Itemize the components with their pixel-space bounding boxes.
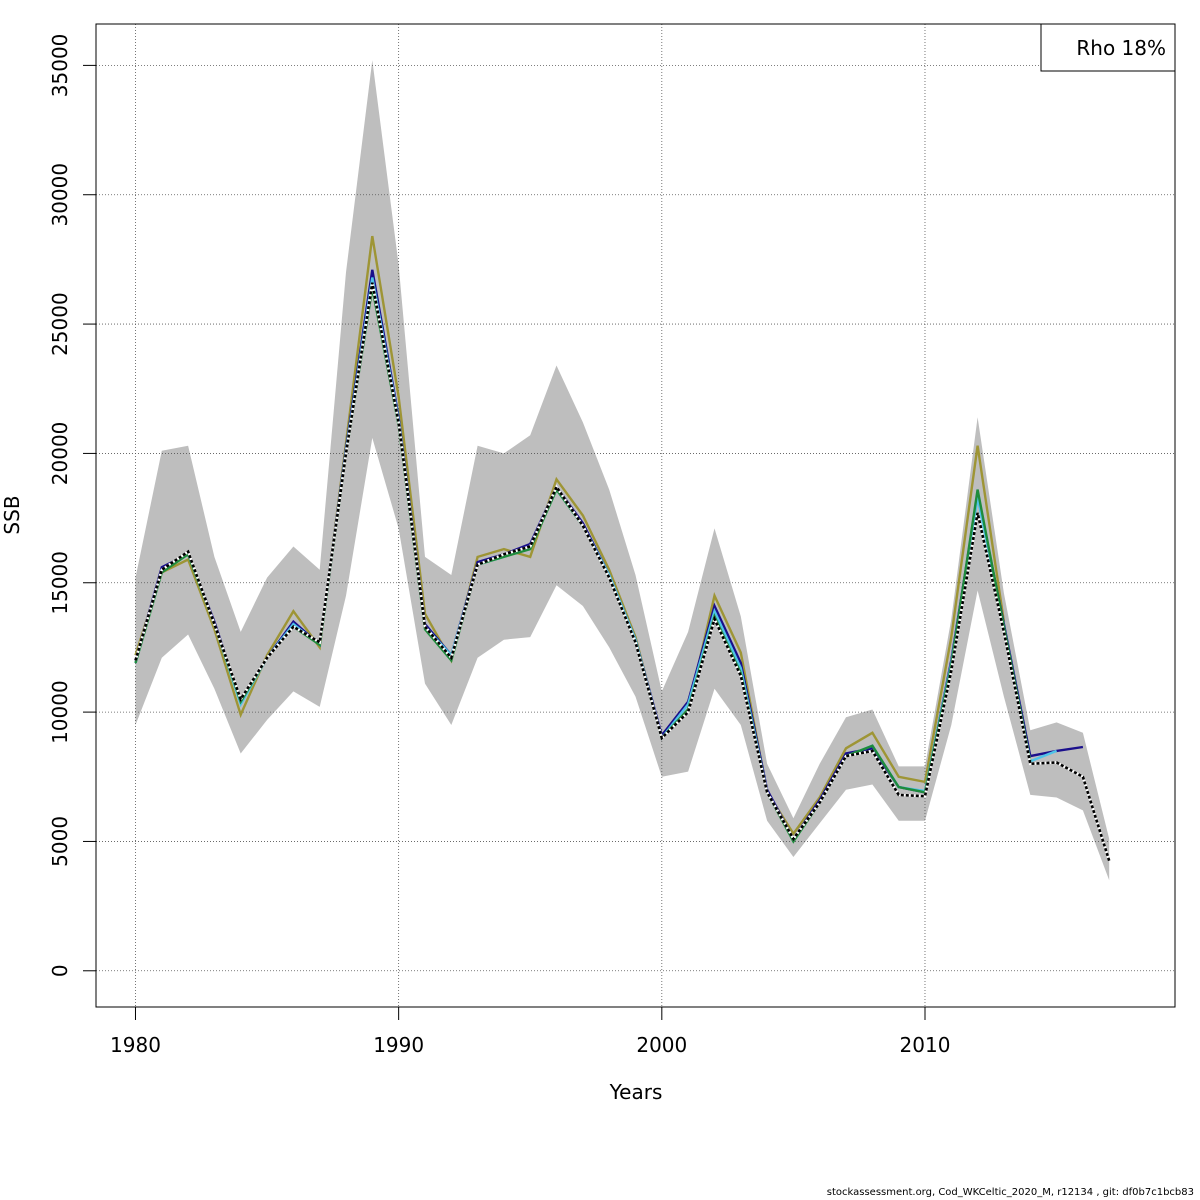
y-axis: 0 5000 10000 15000 20000 25000 30000 35000 [48,34,97,977]
legend-box [1040,23,1176,72]
x-axis: 1980 1990 2000 2010 [110,1006,951,1057]
legend: Rho 18% [1040,23,1176,72]
plot-frame [95,23,1176,1008]
series-layer [134,235,1111,862]
y-tick-label: 25000 [48,292,72,356]
series-line [134,282,1111,862]
grid-layer [96,24,1175,1007]
confidence-band-layer [135,60,1110,881]
series-line [134,235,1006,836]
x-axis-title: Years [609,1080,663,1104]
y-tick-label: 35000 [48,34,72,98]
footer-credit: stockassessment.org, Cod_WKCeltic_2020_M… [826,1187,1194,1198]
y-tick-label: 10000 [48,680,72,744]
confidence-band [135,60,1110,881]
x-tick-label: 2010 [900,1033,951,1057]
legend-text: Rho 18% [1076,36,1166,60]
y-tick-label: 5000 [48,816,72,867]
y-tick-label: 20000 [48,422,72,486]
y-axis-title: SSB [0,495,24,534]
y-tick-label: 15000 [48,551,72,615]
y-tick-label: 30000 [48,163,72,227]
y-tick-label: 0 [48,964,72,977]
x-tick-label: 1990 [373,1033,424,1057]
x-tick-label: 1980 [110,1033,161,1057]
x-tick-label: 2000 [636,1033,687,1057]
